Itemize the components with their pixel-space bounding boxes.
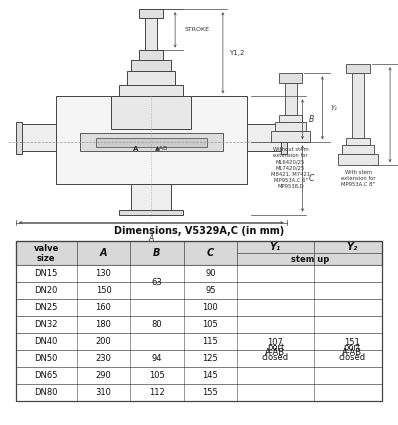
- Text: C: C: [308, 174, 314, 183]
- Bar: [145, 18, 157, 51]
- Text: 90: 90: [205, 269, 216, 278]
- Text: DN50: DN50: [35, 354, 58, 363]
- Text: DN25: DN25: [35, 303, 58, 312]
- Text: With stem
extension for
MP953A,C 8": With stem extension for MP953A,C 8": [341, 170, 375, 187]
- Bar: [279, 115, 302, 122]
- Bar: [131, 60, 171, 71]
- Text: Y₁: Y₁: [330, 105, 338, 111]
- Text: Y1,2: Y1,2: [229, 50, 244, 56]
- Bar: [127, 71, 175, 85]
- Bar: [16, 333, 382, 350]
- Bar: [20, 124, 56, 151]
- Text: port: port: [267, 343, 284, 352]
- Text: DN40: DN40: [35, 337, 58, 346]
- Text: 230: 230: [96, 354, 111, 363]
- Text: 130: 130: [96, 269, 111, 278]
- Text: DN80: DN80: [34, 388, 58, 397]
- Bar: [16, 241, 382, 265]
- Text: stem up: stem up: [291, 255, 329, 264]
- Text: 155: 155: [203, 388, 219, 397]
- Text: 145: 145: [203, 371, 219, 380]
- Text: 100: 100: [203, 303, 219, 312]
- Text: 94: 94: [152, 354, 162, 363]
- Bar: [281, 122, 287, 154]
- Text: B: B: [308, 115, 314, 124]
- Bar: [131, 184, 171, 211]
- Bar: [346, 64, 370, 74]
- Bar: [16, 367, 382, 384]
- Text: 105: 105: [203, 320, 219, 329]
- Text: STROKE: STROKE: [185, 27, 210, 32]
- Text: closed: closed: [338, 353, 365, 362]
- Bar: [16, 282, 382, 299]
- Text: DN32: DN32: [34, 320, 58, 329]
- Bar: [16, 299, 382, 316]
- Text: 151: 151: [344, 338, 360, 347]
- Text: DN15: DN15: [35, 269, 58, 278]
- Text: 160: 160: [96, 303, 111, 312]
- Text: 125: 125: [203, 354, 219, 363]
- Text: 150: 150: [96, 286, 111, 295]
- Bar: [111, 96, 191, 128]
- Bar: [285, 82, 297, 115]
- Text: 105: 105: [149, 371, 165, 380]
- Bar: [80, 133, 223, 151]
- Text: 63: 63: [152, 278, 162, 287]
- Text: 95: 95: [205, 286, 216, 295]
- Bar: [275, 122, 306, 131]
- Text: A-AB: A-AB: [342, 348, 362, 357]
- Text: ▲AB: ▲AB: [155, 146, 168, 151]
- Bar: [271, 131, 310, 142]
- Bar: [16, 316, 382, 333]
- Text: Y₂: Y₂: [346, 242, 357, 252]
- Bar: [346, 138, 370, 145]
- Bar: [279, 74, 302, 82]
- Bar: [139, 9, 163, 18]
- Text: 290: 290: [96, 371, 111, 380]
- Text: 310: 310: [96, 388, 111, 397]
- Bar: [247, 124, 283, 151]
- Bar: [96, 138, 207, 147]
- Text: Dimensions, V5329A,C (in mm): Dimensions, V5329A,C (in mm): [114, 226, 284, 236]
- Bar: [16, 265, 382, 282]
- Text: DN65: DN65: [34, 371, 58, 380]
- Bar: [16, 241, 382, 265]
- Text: 115: 115: [203, 337, 219, 346]
- Text: Y₁: Y₁: [270, 242, 281, 252]
- Text: Without stem
extension for
ML6420/25
ML7420/25
M8421, M7421
MP953A,C 6"
MP9538,D: Without stem extension for ML6420/25 ML7…: [271, 147, 310, 189]
- Bar: [352, 74, 364, 138]
- Text: A: A: [133, 146, 138, 152]
- Text: 112: 112: [149, 388, 165, 397]
- Bar: [119, 210, 183, 215]
- Text: A: A: [100, 248, 107, 258]
- Text: DN20: DN20: [35, 286, 58, 295]
- Text: A: A: [148, 234, 154, 243]
- Bar: [342, 144, 374, 154]
- Text: port: port: [343, 343, 361, 352]
- Text: C: C: [207, 248, 214, 258]
- Text: closed: closed: [262, 353, 289, 362]
- Text: B: B: [153, 248, 161, 258]
- Bar: [338, 154, 378, 165]
- Bar: [16, 384, 382, 401]
- Text: 200: 200: [96, 337, 111, 346]
- Bar: [16, 122, 22, 154]
- Text: 107: 107: [267, 338, 283, 347]
- Text: valve
size: valve size: [33, 244, 59, 263]
- Bar: [56, 96, 247, 184]
- Text: 180: 180: [96, 320, 111, 329]
- Bar: [139, 51, 163, 60]
- Bar: [119, 85, 183, 96]
- Text: A-AB: A-AB: [265, 348, 285, 357]
- Text: 80: 80: [152, 320, 162, 329]
- Bar: [16, 350, 382, 367]
- Bar: [16, 241, 382, 401]
